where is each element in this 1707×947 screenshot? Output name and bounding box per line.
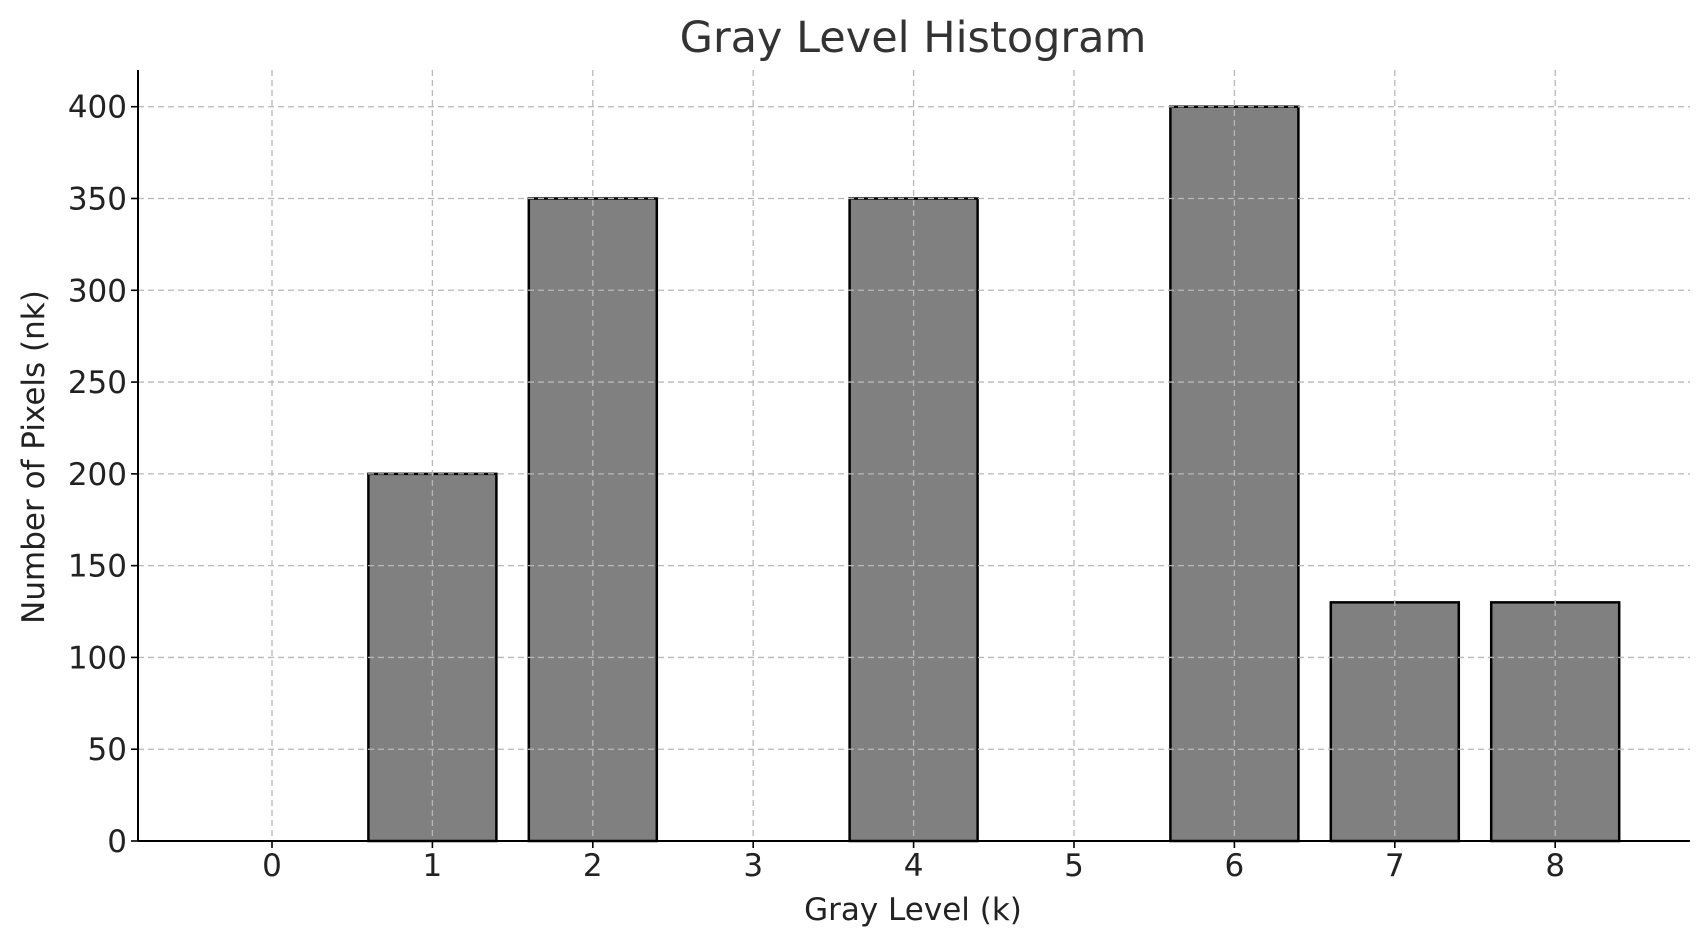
x-tick-labels: 0 1 2 3 4 5 6 7 8 (262, 848, 1565, 884)
x-tick-label: 2 (583, 848, 603, 884)
y-tick-label: 100 (68, 640, 127, 676)
x-tick-label: 5 (1064, 848, 1084, 884)
y-tick-label: 200 (68, 457, 127, 493)
x-tick-label: 4 (904, 848, 924, 884)
chart-title: Gray Level Histogram (680, 13, 1147, 63)
x-tick-label: 0 (262, 848, 282, 884)
x-axis-label: Gray Level (k) (804, 892, 1022, 928)
y-axis-label: Number of Pixels (nk) (16, 290, 52, 624)
y-tick-label: 50 (88, 732, 127, 768)
y-tick-label: 400 (68, 90, 127, 126)
y-tick-labels: 0 50 100 150 200 250 300 350 400 (68, 90, 127, 860)
y-tick-label: 150 (68, 549, 127, 585)
x-tick-label: 3 (743, 848, 763, 884)
axes-layer (131, 70, 1690, 848)
y-tick-label: 300 (68, 273, 127, 309)
x-tick-label: 8 (1545, 848, 1565, 884)
y-tick-label: 250 (68, 365, 127, 401)
x-tick-label: 1 (423, 848, 443, 884)
x-tick-label: 7 (1385, 848, 1405, 884)
y-tick-label: 350 (68, 182, 127, 218)
y-tick-label: 0 (107, 824, 127, 860)
x-tick-label: 6 (1225, 848, 1245, 884)
